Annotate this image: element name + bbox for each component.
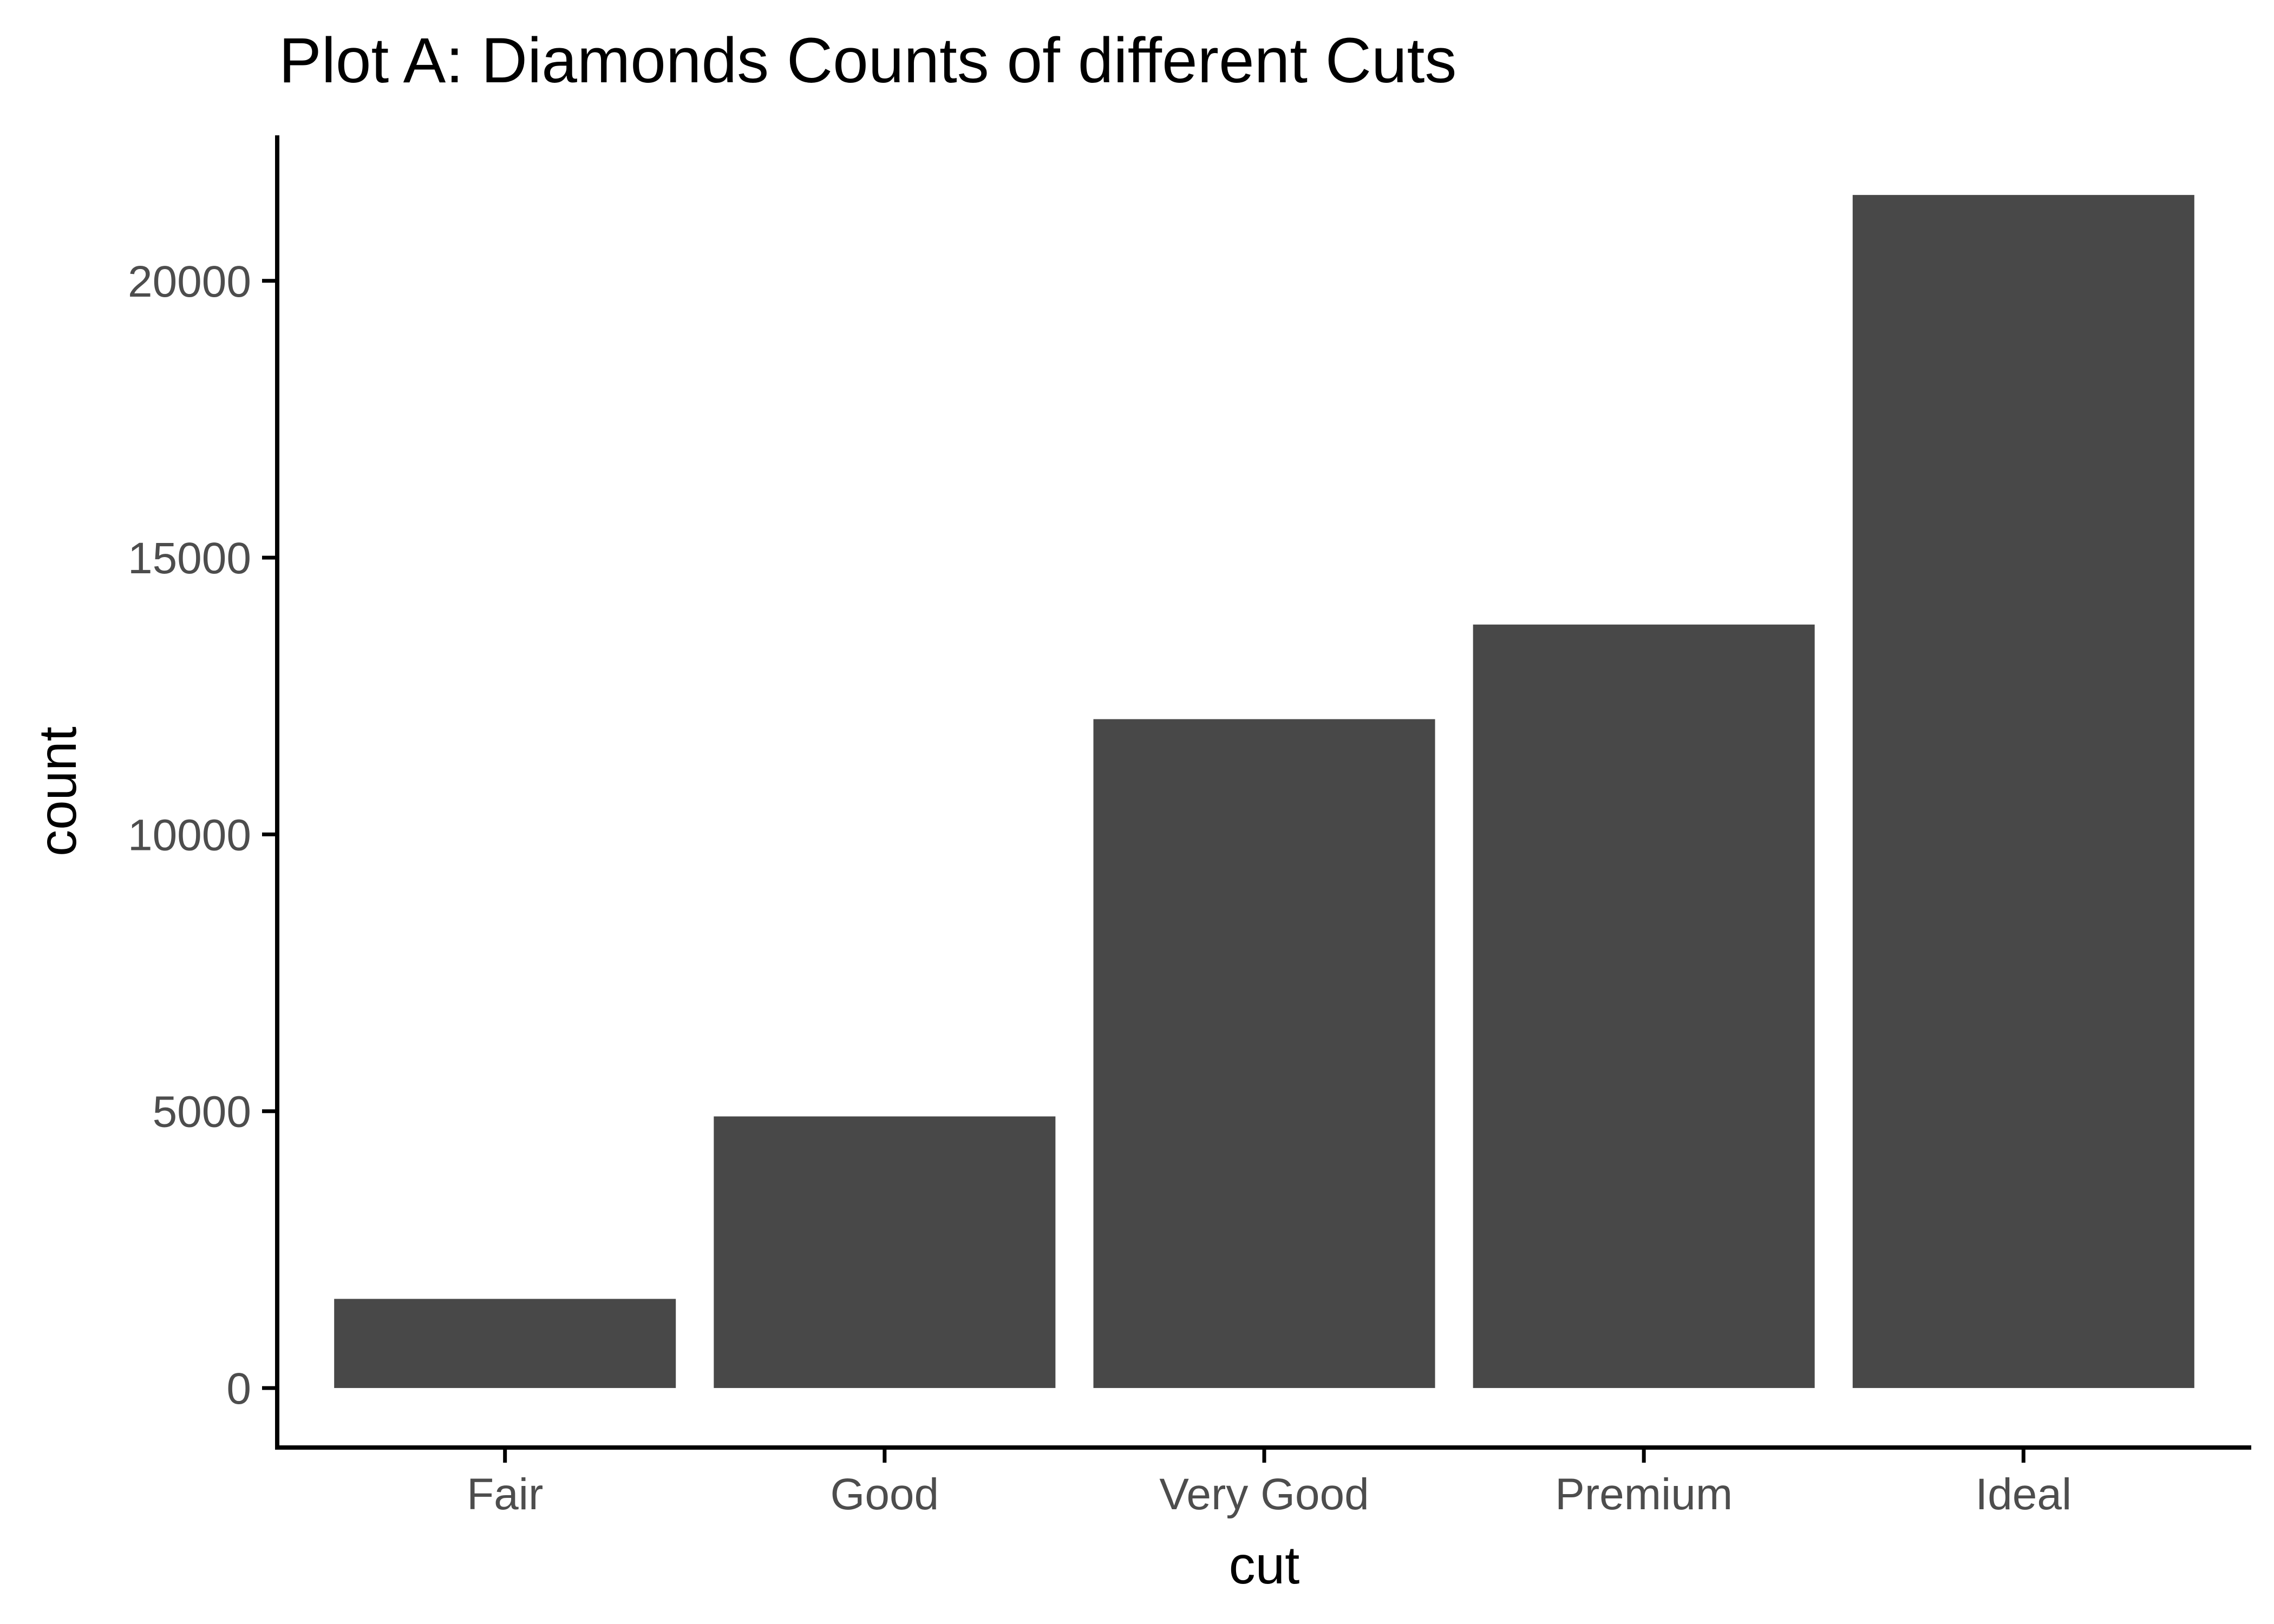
bar-very-good [1093,719,1435,1389]
y-ticks-layer: 0 5000 10000 15000 20000 [128,257,277,1413]
x-ticks-layer: Fair Good Very Good Premium Ideal [467,1448,2072,1519]
y-axis-title: count [28,726,87,856]
y-tick-label: 20000 [128,257,251,306]
x-tick-label: Premium [1555,1470,1733,1519]
y-tick-label: 5000 [153,1088,251,1137]
bars-layer [334,195,2194,1389]
x-tick-label: Very Good [1159,1470,1369,1519]
y-tick-label: 0 [226,1364,251,1413]
chart-title: Plot A: Diamonds Counts of different Cut… [279,25,1456,96]
x-tick-label: Fair [467,1470,543,1519]
y-tick-label: 15000 [128,534,251,583]
x-tick-label: Ideal [1975,1470,2072,1519]
bar-ideal [1852,195,2194,1389]
bar-fair [334,1299,676,1389]
bar-premium [1473,624,1815,1389]
x-axis-title: cut [1229,1535,1300,1595]
y-tick-label: 10000 [128,810,251,860]
bar-good [714,1116,1056,1389]
x-tick-label: Good [831,1470,939,1519]
